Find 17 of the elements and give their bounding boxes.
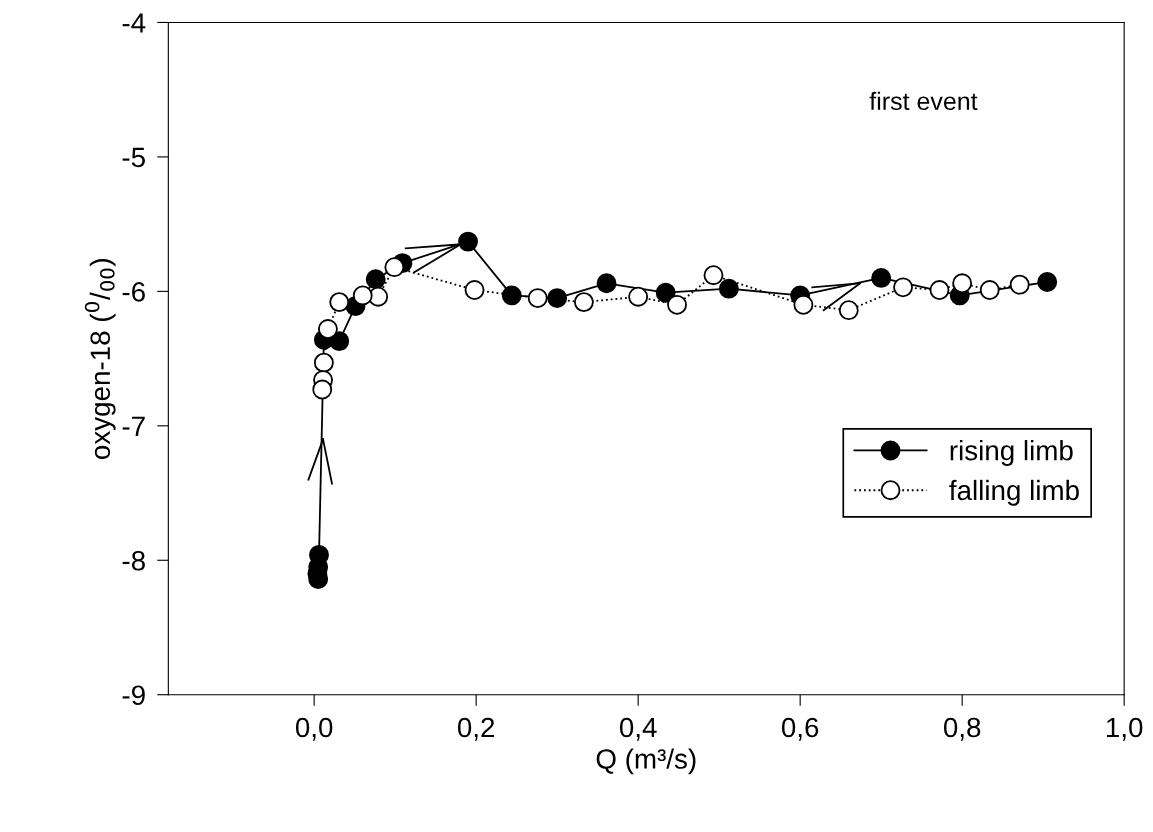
y-axis-title: oxygen-18 ($^{0}$/$_{00}$) <box>84 259 116 459</box>
legend-label: rising limb <box>950 440 1073 466</box>
x-axis-title: Q (m³/s) <box>596 748 696 775</box>
y-tick-label: -9 <box>122 685 145 706</box>
y-tick-label: -6 <box>122 282 145 302</box>
x-tick-label: 0,2 <box>457 717 495 741</box>
y-tick-label: -8 <box>122 550 145 571</box>
y-tick-label: -4 <box>122 13 146 33</box>
y-tick-label: -7 <box>122 416 145 436</box>
legend-label: falling limb <box>949 479 1079 506</box>
x-tick-label: 0,6 <box>781 717 819 741</box>
y-tick-label: -5 <box>122 147 145 168</box>
x-tick-label: 0,4 <box>619 717 657 741</box>
x-tick-label: 0,8 <box>943 717 981 741</box>
x-tick-label: 0,0 <box>295 717 333 741</box>
annotation: first event <box>869 91 978 111</box>
x-tick-label: 1,0 <box>1106 717 1143 741</box>
